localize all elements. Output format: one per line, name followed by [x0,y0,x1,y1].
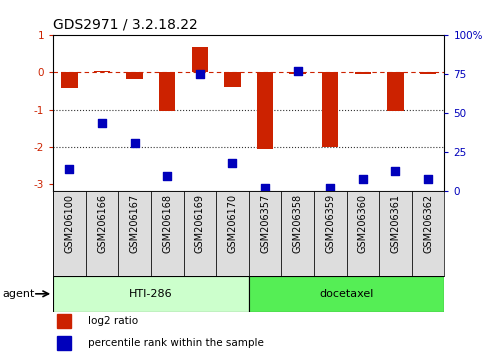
Bar [151,191,184,276]
Bar [249,191,282,276]
Bar [224,73,241,87]
Text: GSM206357: GSM206357 [260,194,270,253]
Point [196,72,204,77]
Point [98,120,106,125]
Point [163,173,171,178]
Point [424,176,432,182]
Point [392,168,399,174]
Bar [289,73,306,74]
Bar [347,191,379,276]
Bar [249,276,444,312]
Bar [216,191,249,276]
Bar [53,191,86,276]
Point [228,160,236,166]
Bar [57,314,71,328]
Bar [379,191,412,276]
Bar [257,73,273,149]
Text: GSM206168: GSM206168 [162,194,172,253]
Text: HTI-286: HTI-286 [129,289,173,299]
Text: GSM206169: GSM206169 [195,194,205,253]
Text: GDS2971 / 3.2.18.22: GDS2971 / 3.2.18.22 [53,18,198,32]
Text: agent: agent [2,289,35,299]
Bar [420,73,436,74]
Text: docetaxel: docetaxel [319,289,374,299]
Bar [159,73,175,112]
Text: GSM206361: GSM206361 [390,194,400,253]
Text: percentile rank within the sample: percentile rank within the sample [88,338,264,348]
Bar [118,191,151,276]
Bar [281,191,314,276]
Text: GSM206166: GSM206166 [97,194,107,253]
Text: GSM206170: GSM206170 [227,194,238,253]
Bar [355,73,371,74]
Point [131,140,139,146]
Bar [412,191,444,276]
Text: GSM206360: GSM206360 [358,194,368,253]
Point [359,176,367,182]
Point [327,185,334,191]
Text: GSM206358: GSM206358 [293,194,303,253]
Bar [387,73,404,112]
Point [294,68,301,74]
Bar [322,73,339,147]
Bar [57,336,71,350]
Text: GSM206362: GSM206362 [423,194,433,253]
Bar [314,191,347,276]
Bar [94,71,110,73]
Bar [86,191,118,276]
Bar [127,73,143,79]
Bar [192,46,208,73]
Text: GSM206359: GSM206359 [325,194,335,253]
Text: GSM206167: GSM206167 [129,194,140,253]
Text: GSM206100: GSM206100 [64,194,74,253]
Bar [61,73,78,88]
Text: log2 ratio: log2 ratio [88,316,139,326]
Point [261,185,269,191]
Bar [53,276,249,312]
Point [66,166,73,172]
Bar [184,191,216,276]
